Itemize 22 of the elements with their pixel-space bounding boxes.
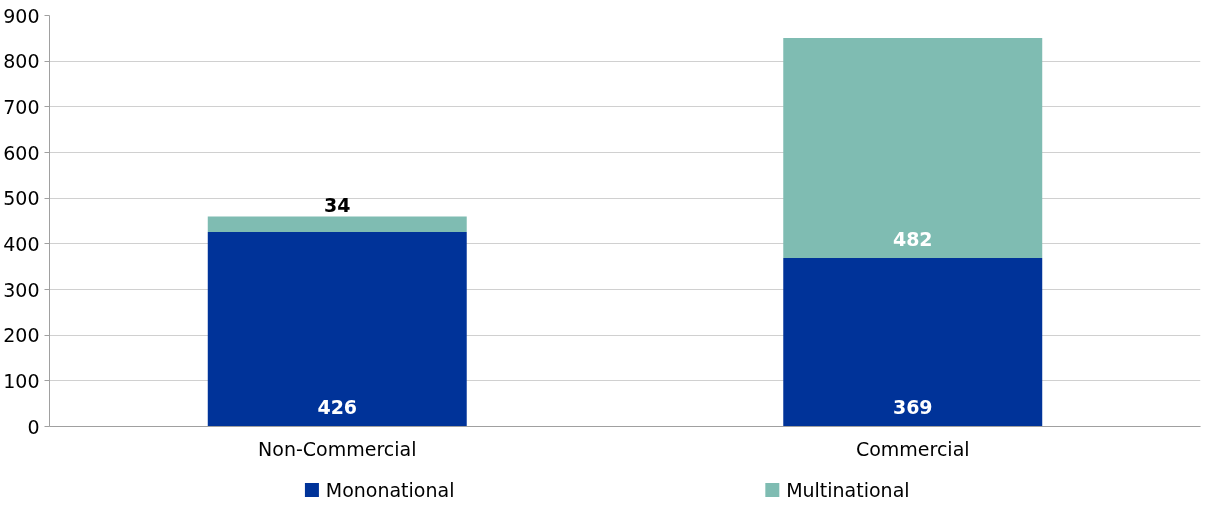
legend-label: Multinational (786, 479, 910, 501)
data-label: 482 (892, 227, 933, 250)
y-tick-label: 0 (27, 415, 40, 438)
data-label: 369 (892, 396, 933, 419)
x-tick-label: Non-Commercial (258, 437, 417, 460)
y-tick-label: 900 (3, 4, 40, 27)
data-label: 426 (317, 396, 358, 419)
y-tick-label: 600 (3, 141, 40, 164)
y-tick-label: 700 (3, 95, 40, 118)
bar (207, 216, 467, 232)
bar (783, 37, 1043, 258)
y-tick-label: 500 (3, 187, 40, 210)
x-tick-label: Commercial (855, 437, 970, 460)
y-tick-label: 300 (3, 278, 40, 301)
data-label: 34 (324, 193, 351, 216)
y-tick-label: 200 (3, 324, 40, 347)
y-tick-label: 800 (3, 50, 40, 73)
y-tick-label: 100 (3, 369, 40, 392)
bar (783, 257, 1043, 427)
legend-label: Mononational (325, 479, 455, 501)
y-tick-label: 400 (3, 232, 40, 255)
bar (207, 231, 467, 427)
